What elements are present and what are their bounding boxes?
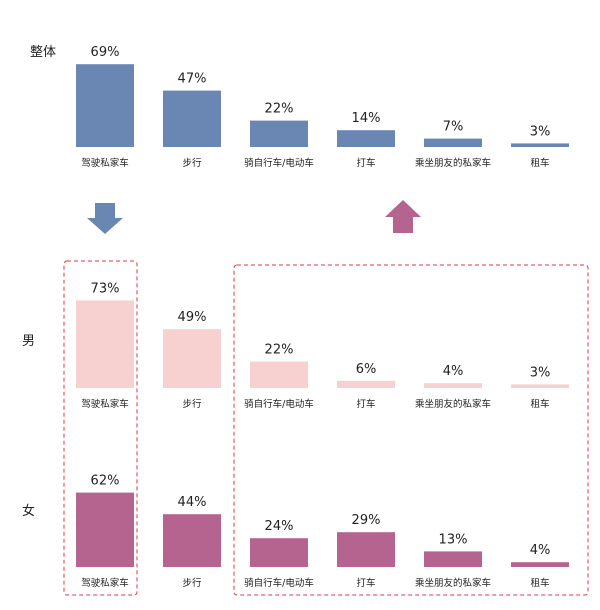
category-label-male-4: 乘坐朋友的私家车 (415, 398, 491, 410)
bar-rows: 69% 驾驶私家车 47% 步行 22% 骑自行车/电动车 14% 打车 7% 乘坐朋友的私家车 3… (76, 45, 569, 589)
up-arrow-icon (385, 200, 421, 233)
value-label-female-5: 4% (530, 543, 551, 558)
value-label-female-3: 29% (352, 513, 381, 528)
category-label-overall-3: 打车 (356, 157, 375, 169)
bar-female-2 (250, 538, 308, 567)
bar-overall-1 (163, 90, 221, 147)
bar-overall-5 (511, 143, 569, 147)
bar-female-0 (76, 492, 134, 567)
bar-male-5 (511, 384, 569, 388)
row-label-male: 男 (22, 334, 35, 349)
category-label-male-2: 骑自行车/电动车 (244, 398, 314, 410)
value-label-overall-3: 14% (352, 111, 381, 126)
value-label-female-4: 13% (439, 532, 468, 547)
bar-overall-0 (76, 64, 134, 147)
down-arrow-icon (87, 203, 123, 234)
category-label-male-0: 驾驶私家车 (81, 398, 129, 410)
value-label-male-5: 3% (530, 365, 551, 380)
bar-male-1 (163, 329, 221, 388)
value-label-overall-1: 47% (178, 72, 207, 87)
bar-male-0 (76, 300, 134, 388)
value-label-male-2: 22% (265, 343, 294, 358)
value-label-overall-0: 69% (91, 45, 120, 60)
category-label-female-0: 驾驶私家车 (81, 577, 129, 589)
value-label-male-0: 73% (91, 281, 120, 296)
category-label-male-1: 步行 (182, 398, 202, 410)
category-label-female-5: 租车 (530, 577, 549, 589)
category-label-overall-5: 租车 (530, 157, 549, 169)
value-label-male-3: 6% (356, 362, 377, 377)
category-label-overall-2: 骑自行车/电动车 (244, 157, 314, 169)
category-label-overall-1: 步行 (182, 157, 202, 169)
value-label-overall-5: 3% (530, 124, 551, 139)
bar-overall-3 (337, 130, 395, 147)
bar-male-4 (424, 383, 482, 388)
bar-overall-4 (424, 138, 482, 147)
category-label-female-3: 打车 (356, 577, 375, 589)
highlight-box-other-modes (233, 264, 589, 596)
bar-overall-2 (250, 120, 308, 147)
category-label-male-5: 租车 (530, 398, 549, 410)
value-label-female-2: 24% (265, 519, 294, 534)
bar-female-1 (163, 514, 221, 567)
category-label-overall-0: 驾驶私家车 (81, 157, 129, 169)
row-label-female: 女 (22, 503, 35, 519)
value-label-female-1: 44% (178, 495, 207, 510)
category-label-overall-4: 乘坐朋友的私家车 (415, 157, 491, 169)
bar-female-5 (511, 562, 569, 567)
category-label-female-1: 步行 (182, 577, 202, 589)
row-label-overall: 整体 (30, 45, 56, 60)
bar-male-2 (250, 361, 308, 388)
category-label-male-3: 打车 (356, 398, 375, 410)
bar-female-4 (424, 551, 482, 567)
category-label-female-2: 骑自行车/电动车 (244, 577, 314, 589)
highlight-box-private-car (63, 260, 138, 596)
value-label-male-4: 4% (443, 364, 464, 379)
category-label-female-4: 乘坐朋友的私家车 (415, 577, 491, 589)
value-label-female-0: 62% (91, 474, 120, 489)
value-label-overall-2: 22% (265, 102, 294, 117)
value-label-overall-4: 7% (443, 120, 464, 135)
bar-male-3 (337, 380, 395, 388)
value-label-male-1: 49% (178, 310, 207, 325)
bar-female-3 (337, 532, 395, 567)
